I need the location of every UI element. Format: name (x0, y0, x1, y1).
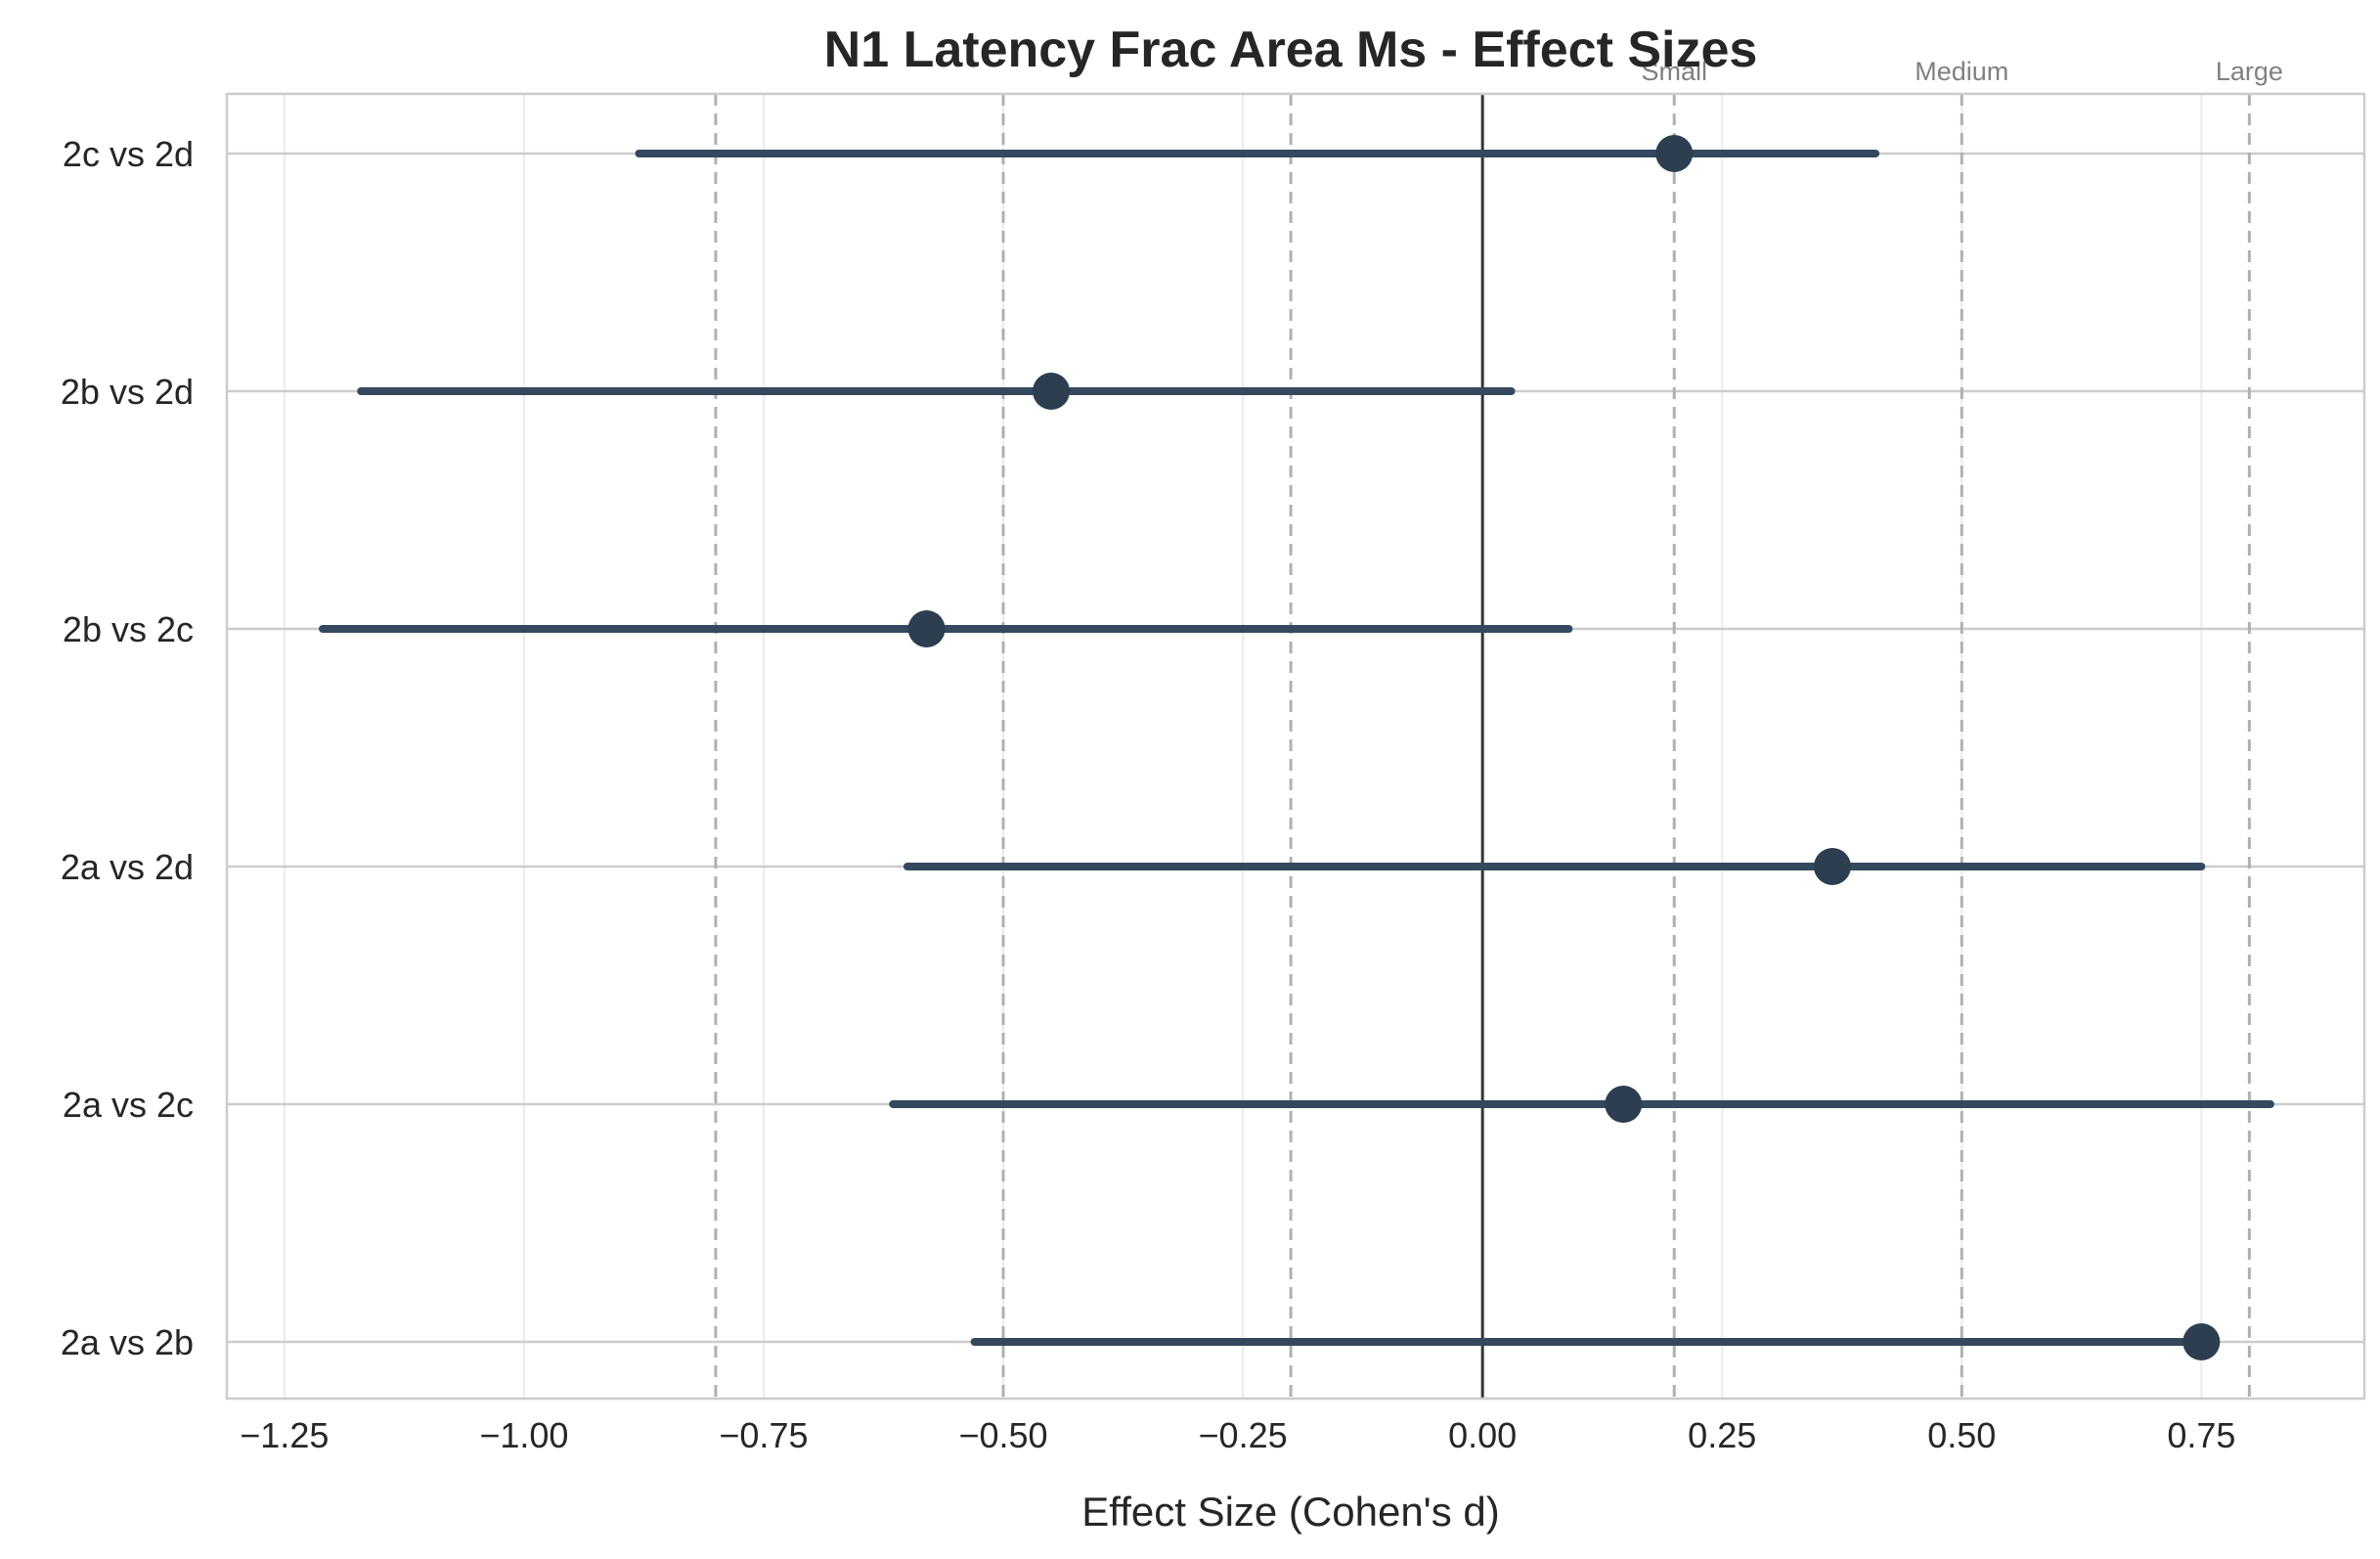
threshold-label: Small (1641, 57, 1707, 86)
y-tick-label: 2a vs 2d (61, 847, 194, 887)
effect-size-point (1605, 1086, 1643, 1123)
y-tick-label: 2a vs 2b (61, 1322, 194, 1362)
x-tick-label: −0.50 (958, 1415, 1047, 1455)
y-tick-label: 2c vs 2d (63, 134, 194, 174)
threshold-label: Large (2216, 57, 2283, 86)
confidence-intervals (319, 150, 2274, 1346)
x-tick-label: −1.00 (479, 1415, 568, 1455)
effect-size-thresholds: Small Medium Large (714, 57, 2283, 1399)
effect-size-point (1033, 373, 1071, 410)
x-tick-label: 0.50 (1927, 1415, 1996, 1455)
x-tick-label: 0.00 (1448, 1415, 1517, 1455)
x-tick-label: 0.75 (2167, 1415, 2235, 1455)
x-axis-label: Effect Size (Cohen's d) (1081, 1489, 1499, 1535)
effect-size-points (907, 135, 2221, 1360)
plot-frame (225, 92, 2366, 1401)
effect-size-point (1813, 848, 1851, 885)
y-tick-label: 2b vs 2d (61, 372, 194, 412)
x-axis-ticks: −1.25 −1.00 −0.75 −0.50 −0.25 0.00 0.25 0.50 0.7… (240, 1415, 2235, 1455)
y-tick-label: 2a vs 2c (63, 1085, 194, 1125)
effect-size-point (907, 610, 946, 647)
y-axis-ticks: 2c vs 2d 2b vs 2d 2b vs 2c 2a vs 2d 2a vs 2c… (61, 134, 194, 1362)
threshold-label: Medium (1915, 57, 2008, 86)
x-tick-label: −0.75 (719, 1415, 808, 1455)
x-tick-label: −0.25 (1199, 1415, 1288, 1455)
x-tick-label: −1.25 (240, 1415, 329, 1455)
effect-size-point (1655, 135, 1694, 172)
chart-title: N1 Latency Frac Area Ms - Effect Sizes (824, 22, 1758, 78)
y-tick-label: 2b vs 2c (63, 609, 194, 649)
effect-size-point (2182, 1323, 2221, 1360)
x-tick-label: 0.25 (1688, 1415, 1756, 1455)
